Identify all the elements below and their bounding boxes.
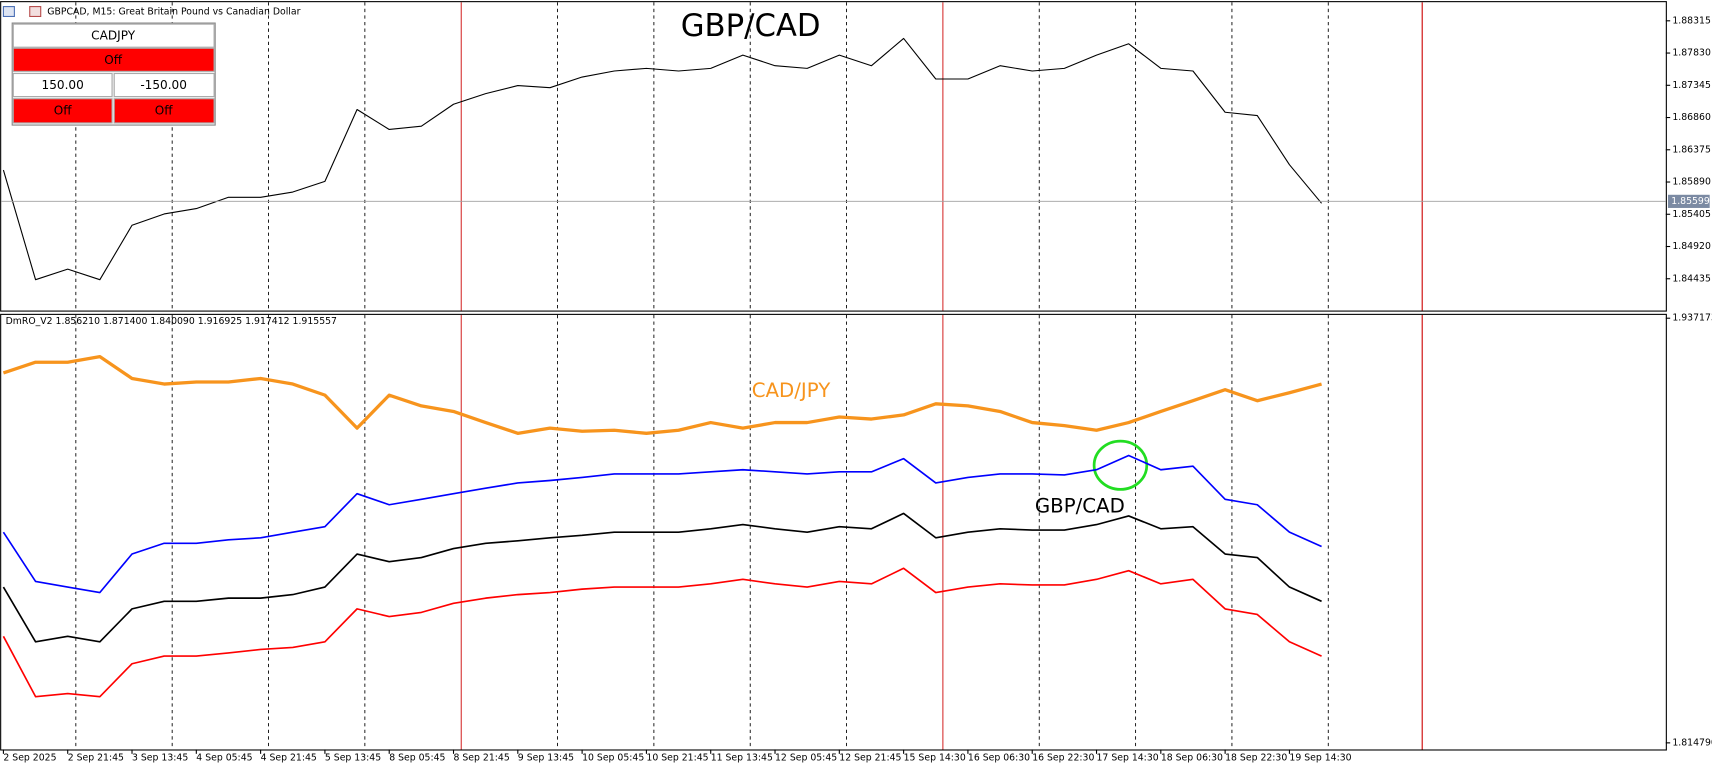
x-tick-label: 9 Sep 13:45 bbox=[518, 753, 574, 764]
symbol: CADJPY bbox=[91, 29, 136, 43]
y-tick-label: 1.85405 bbox=[1672, 209, 1711, 220]
x-tick-label: 3 Sep 13:45 bbox=[132, 753, 188, 764]
annotation: CAD/JPY bbox=[752, 379, 831, 402]
lot-sell: -150.00 bbox=[140, 78, 187, 92]
indicator-title: DmRO_V2 1.856210 1.871400 1.840090 1.916… bbox=[6, 316, 337, 327]
status: Off bbox=[104, 53, 122, 67]
x-tick-label: 15 Sep 14:30 bbox=[904, 753, 966, 764]
lot-buy-box[interactable] bbox=[12, 72, 113, 98]
price-line bbox=[2, 512, 1322, 643]
y-tick-label: 1.86860 bbox=[1672, 112, 1711, 123]
price-line bbox=[2, 454, 1322, 594]
x-tick-label: 2 Sep 21:45 bbox=[68, 753, 124, 764]
time-grid bbox=[75, 2, 1423, 750]
x-tick-label: 4 Sep 21:45 bbox=[261, 753, 317, 764]
lot-buy: 150.00 bbox=[42, 78, 84, 92]
x-tick-label: 12 Sep 21:45 bbox=[839, 753, 901, 764]
x-tick-label: 10 Sep 21:45 bbox=[646, 753, 708, 764]
x-tick-label: 2 Sep 2025 bbox=[3, 753, 56, 764]
y-tick-label: 1.88315 bbox=[1672, 15, 1711, 26]
y-tick-label: 1.814790 bbox=[1672, 737, 1712, 748]
x-tick-label: 18 Sep 22:30 bbox=[1225, 753, 1287, 764]
x-tick-label: 19 Sep 14:30 bbox=[1289, 753, 1351, 764]
x-tick-label: 16 Sep 06:30 bbox=[968, 753, 1030, 764]
annotation: GBP/CAD bbox=[1035, 494, 1125, 517]
chart-title: GBPCAD, M15: Great Britain Pound vs Cana… bbox=[47, 7, 300, 18]
chart-icon[interactable] bbox=[29, 6, 42, 18]
x-tick-label: 17 Sep 14:30 bbox=[1097, 753, 1159, 764]
x-tick-label: 16 Sep 22:30 bbox=[1032, 753, 1094, 764]
indicator-pane bbox=[0, 313, 1667, 751]
price-pane bbox=[0, 1, 1667, 312]
x-tick-label: 18 Sep 06:30 bbox=[1161, 753, 1223, 764]
x-tick-label: 8 Sep 05:45 bbox=[389, 753, 445, 764]
y-tick-label: 1.84920 bbox=[1672, 241, 1711, 252]
annotation: GBP/CAD bbox=[681, 8, 821, 44]
x-tick-label: 4 Sep 05:45 bbox=[196, 753, 252, 764]
x-tick-label: 10 Sep 05:45 bbox=[582, 753, 644, 764]
x-tick-label: 8 Sep 21:45 bbox=[454, 753, 510, 764]
x-tick-label: 5 Sep 13:45 bbox=[325, 753, 381, 764]
sell-button[interactable] bbox=[113, 98, 215, 124]
x-tick-label: 12 Sep 05:45 bbox=[775, 753, 837, 764]
buy: Off bbox=[54, 103, 72, 117]
sell: Off bbox=[155, 103, 173, 117]
trade-panel: CADJPY Off 150.00 -150.00 Off Off bbox=[11, 22, 216, 126]
lot-sell-box[interactable] bbox=[113, 72, 215, 98]
symbol-box[interactable] bbox=[12, 23, 215, 48]
y-tick-label: 1.87830 bbox=[1672, 48, 1711, 59]
y-tick-label: 1.84435 bbox=[1672, 273, 1711, 284]
price-line bbox=[2, 567, 1322, 698]
current-price-label: 1.85599 bbox=[1671, 196, 1710, 207]
x-tick-label: 11 Sep 13:45 bbox=[711, 753, 773, 764]
y-tick-label: 1.937173 bbox=[1672, 313, 1712, 324]
y-tick-label: 1.85890 bbox=[1672, 177, 1711, 188]
y-tick-label: 1.86375 bbox=[1672, 144, 1711, 155]
current-price-box bbox=[1667, 194, 1710, 208]
buy-button[interactable] bbox=[12, 98, 113, 124]
y-tick-label: 1.87345 bbox=[1672, 80, 1711, 91]
price-line bbox=[2, 37, 1322, 281]
price-line bbox=[2, 354, 1323, 435]
status-button[interactable] bbox=[12, 47, 215, 72]
menu-icon[interactable] bbox=[2, 6, 15, 18]
highlight-circle bbox=[1092, 439, 1149, 491]
